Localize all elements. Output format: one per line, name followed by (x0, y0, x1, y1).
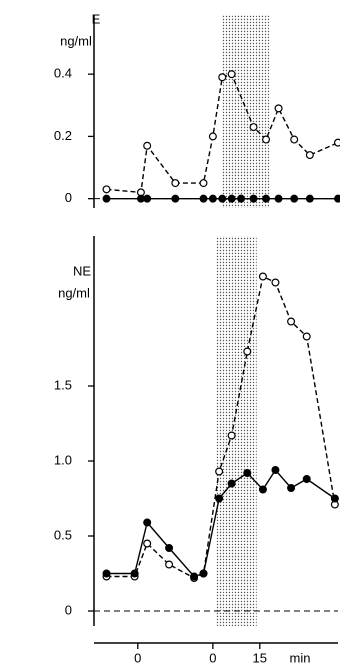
data-point (227, 194, 236, 203)
stimulus-shade (222, 15, 270, 208)
y-unit: ng/ml (58, 285, 90, 300)
y-unit: ng/ml (60, 33, 92, 48)
data-point (165, 560, 174, 569)
data-point (258, 272, 267, 281)
data-point (208, 132, 217, 141)
data-point (165, 543, 174, 552)
y-tick-label: 0.5 (54, 527, 72, 542)
data-point (290, 135, 299, 144)
data-point (249, 123, 258, 132)
data-point (130, 569, 139, 578)
data-point (262, 194, 271, 203)
data-point (305, 151, 314, 160)
data-point (334, 138, 340, 147)
data-point (243, 469, 252, 478)
data-point (215, 467, 224, 476)
series-line (106, 73, 339, 194)
data-point (143, 518, 152, 527)
data-point (274, 194, 283, 203)
data-point (274, 104, 283, 113)
data-point (290, 194, 299, 203)
data-point (271, 466, 280, 475)
data-point (143, 194, 152, 203)
y-tick-label: 0 (65, 602, 72, 617)
data-point (227, 431, 236, 440)
y-tick-label: 0.2 (54, 128, 72, 143)
data-point (287, 484, 296, 493)
data-point (227, 70, 236, 79)
data-point (227, 479, 236, 488)
data-point (237, 194, 246, 203)
y-label: NE (73, 263, 91, 278)
data-point (199, 194, 208, 203)
data-point (143, 539, 152, 548)
x-label: min (290, 650, 311, 665)
data-point (287, 317, 296, 326)
data-point (334, 194, 340, 203)
data-point (305, 194, 314, 203)
data-point (218, 73, 227, 82)
data-point (330, 494, 339, 503)
data-point (262, 135, 271, 144)
data-point (102, 185, 111, 194)
y-tick-label: 1.5 (54, 377, 72, 392)
data-point (243, 347, 252, 356)
y-tick-label: 0 (65, 190, 72, 205)
x-tick-label: 0 (134, 650, 141, 665)
data-point (143, 141, 152, 150)
data-point (171, 179, 180, 188)
data-point (208, 194, 217, 203)
data-point (199, 179, 208, 188)
data-point (199, 569, 208, 578)
data-point (271, 278, 280, 287)
series-line (106, 275, 336, 579)
data-point (249, 194, 258, 203)
data-point (302, 475, 311, 484)
x-tick-label: 0 (209, 650, 216, 665)
data-point (302, 332, 311, 341)
y-label: E (92, 11, 101, 26)
data-point (218, 194, 227, 203)
data-point (190, 572, 199, 581)
x-tick-label: 15 (253, 650, 267, 665)
y-tick-label: 1.0 (54, 452, 72, 467)
data-point (171, 194, 180, 203)
data-point (258, 485, 267, 494)
data-point (215, 494, 224, 503)
data-point (102, 194, 111, 203)
stimulus-shade (216, 236, 257, 626)
data-point (102, 569, 111, 578)
y-tick-label: 0.4 (54, 66, 72, 81)
